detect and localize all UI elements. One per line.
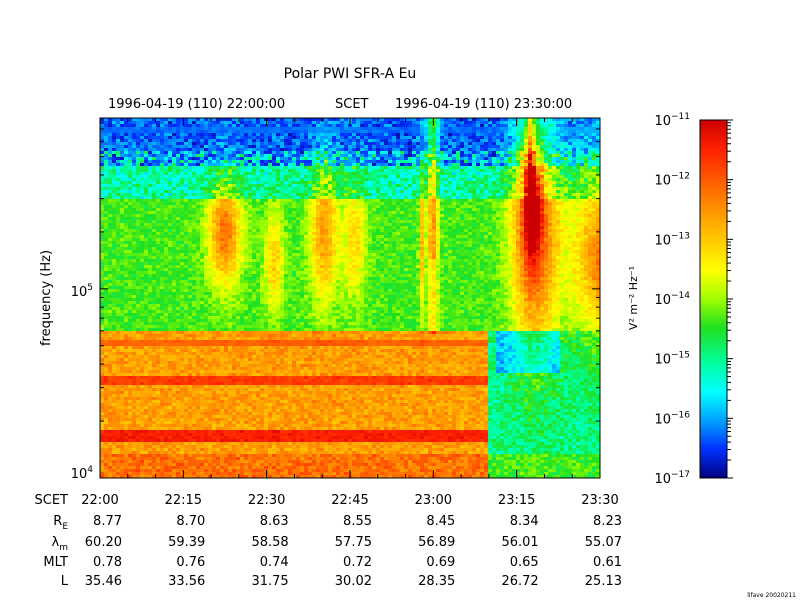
y-axis-label: frequency (Hz) [39, 250, 54, 346]
ephemeris-value: 35.46 [85, 574, 122, 589]
ephemeris-value: 30.02 [335, 574, 372, 589]
ephemeris-value: 0.69 [426, 555, 455, 570]
ephemeris-row-label: L [61, 574, 69, 589]
ephemeris-table: SCET 22:00 22:15 22:30 22:45 23:00 23:15 23:30 R… [35, 493, 622, 589]
ephemeris-value: 8.23 [593, 514, 622, 529]
colorbar-tick-label: 10−17 [654, 470, 690, 487]
ephemeris-value: 22:00 [81, 493, 118, 508]
colorbar-tick-label: 10−12 [654, 172, 690, 189]
ephemeris-value: 22:30 [248, 493, 285, 508]
y-tick-label-1e4: 104 [71, 465, 94, 482]
ephemeris-value: 0.74 [260, 555, 289, 570]
ephemeris-value: 33.56 [168, 574, 205, 589]
ephemeris-value: 31.75 [251, 574, 288, 589]
ephemeris-value: 55.07 [585, 535, 622, 550]
ephemeris-value: 58.58 [251, 535, 288, 550]
time-scet-label: SCET [335, 97, 369, 112]
ephemeris-row-label: MLT [43, 555, 68, 570]
y-axis-ticks [99, 117, 601, 479]
ephemeris-value: 8.45 [426, 514, 455, 529]
ephemeris-value: 0.76 [176, 555, 205, 570]
colorbar-tick-label: 10−15 [654, 351, 690, 368]
colorbar-tick-labels: 10−11 10−12 10−13 10−14 10−15 10−16 10−17 [654, 112, 690, 487]
ephemeris-value: 0.61 [593, 555, 622, 570]
ephemeris-value: 23:30 [581, 493, 618, 508]
footer-stamp: lifave 20020211 [747, 592, 796, 599]
colorbar-tick-label: 10−14 [654, 291, 690, 308]
ephemeris-value: 56.89 [418, 535, 455, 550]
ephemeris-value: 0.65 [510, 555, 539, 570]
ephemeris-value: 28.35 [418, 574, 455, 589]
colorbar-tick-label: 10−16 [654, 410, 690, 427]
time-end: 1996-04-19 (110) 23:30:00 [395, 97, 572, 112]
ephemeris-value: 57.75 [335, 535, 372, 550]
ephemeris-value: 56.01 [501, 535, 538, 550]
ephemeris-value: 26.72 [501, 574, 538, 589]
ephemeris-value: 8.63 [260, 514, 289, 529]
colorbar-tick-label: 10−11 [654, 112, 690, 129]
ephemeris-value: 22:45 [331, 493, 368, 508]
colorbar [699, 119, 728, 479]
ephemeris-value: 0.78 [93, 555, 122, 570]
ephemeris-row-label: RE [53, 514, 68, 532]
ephemeris-value: 59.39 [168, 535, 205, 550]
ephemeris-value: 8.34 [510, 514, 539, 529]
ephemeris-value: 25.13 [585, 574, 622, 589]
chart-title: Polar PWI SFR-A Eu [284, 66, 417, 82]
ephemeris-value: 22:15 [165, 493, 202, 508]
colorbar-tick-label: 10−13 [654, 231, 690, 248]
y-tick-label-1e5: 105 [71, 283, 93, 300]
ephemeris-value: 23:15 [498, 493, 535, 508]
ephemeris-value: 8.55 [343, 514, 372, 529]
colorbar-unit-label: V² m⁻² Hz⁻¹ [627, 266, 640, 330]
ephemeris-value: 60.20 [85, 535, 122, 550]
ephemeris-row-label: λm [52, 535, 68, 553]
ephemeris-value: 23:00 [415, 493, 452, 508]
spectrogram-heatmap [100, 118, 600, 478]
ephemeris-value: 8.77 [93, 514, 122, 529]
time-start: 1996-04-19 (110) 22:00:00 [108, 97, 285, 112]
ephemeris-value: 8.70 [176, 514, 205, 529]
ephemeris-value: 0.72 [343, 555, 372, 570]
colorbar-ticks [727, 119, 733, 479]
ephemeris-row-label: SCET [35, 493, 69, 508]
